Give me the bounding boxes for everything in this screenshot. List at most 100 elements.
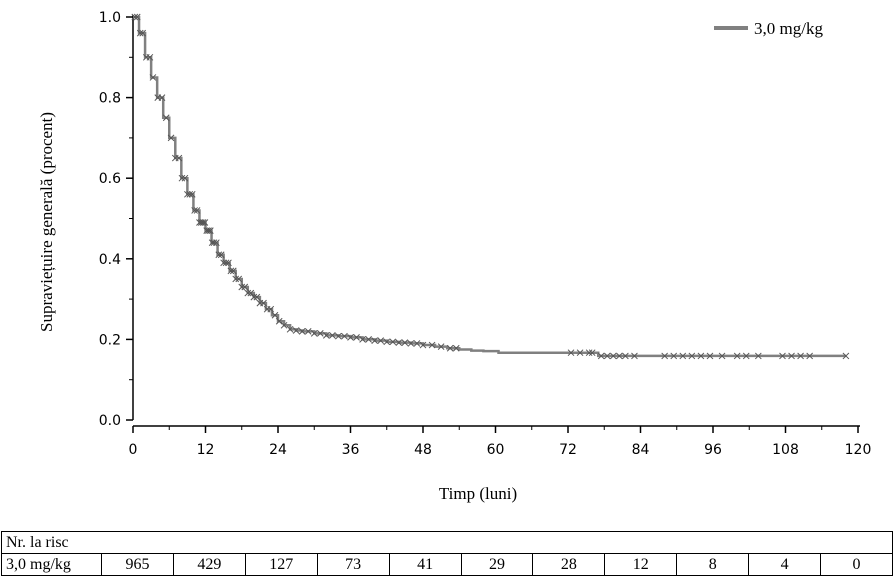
censor-mark <box>225 259 232 267</box>
censor-mark <box>250 293 258 301</box>
censor-mark <box>353 334 360 341</box>
censor-mark <box>215 251 223 259</box>
censor-mark <box>244 289 252 297</box>
censor-mark <box>178 174 186 182</box>
censor-mark <box>329 332 336 339</box>
censor-mark <box>232 275 240 283</box>
x-tick-label: 108 <box>772 442 799 458</box>
censor-mark <box>304 327 312 335</box>
x-tick-label: 36 <box>342 442 360 458</box>
censor-mark <box>210 239 218 247</box>
x-tick-label: 84 <box>632 442 650 458</box>
censor-mark <box>136 29 144 37</box>
censor-mark <box>688 352 696 360</box>
censor-mark <box>407 340 415 347</box>
risk-value: 0 <box>820 553 893 576</box>
censor-mark <box>191 207 198 214</box>
censor-mark <box>175 154 183 162</box>
x-tick-label: 12 <box>197 442 215 458</box>
x-axis-title: Timp (luni) <box>439 484 517 503</box>
risk-value: 965 <box>101 553 174 576</box>
censor-mark <box>452 344 460 352</box>
censor-mark <box>371 337 379 344</box>
risk-value: 12 <box>604 553 678 576</box>
censor-mark <box>162 114 170 122</box>
censor-mark <box>377 337 385 344</box>
risk-table: Nr. la risc 3,0 mg/kg 965 429 127 73 41 … <box>1 531 893 576</box>
censor-mark <box>359 336 366 343</box>
censor-mark <box>310 330 318 337</box>
censor-mark <box>631 352 638 360</box>
censor-mark <box>238 283 246 291</box>
y-tick-label: 0.4 <box>99 252 121 268</box>
legend: 3,0 mg/kg <box>714 19 823 38</box>
series-layer <box>131 13 850 360</box>
y-tick-label: 0.2 <box>99 332 121 348</box>
censor-mark <box>706 352 714 360</box>
censor-mark <box>131 13 139 21</box>
risk-value: 41 <box>388 553 462 576</box>
censor-mark <box>167 134 175 142</box>
censor-mark <box>286 325 294 333</box>
y-tick-label: 1.0 <box>99 10 121 26</box>
censor-mark <box>235 275 243 283</box>
y-tick-label: 0.8 <box>99 91 121 107</box>
censor-mark <box>253 293 261 301</box>
censor-mark <box>205 227 212 234</box>
censor-mark <box>298 327 306 335</box>
censor-mark <box>186 190 194 198</box>
censor-mark <box>585 349 593 357</box>
x-tick-label: 96 <box>704 442 722 458</box>
legend-label-3-0-mg-kg: 3,0 mg/kg <box>754 19 823 38</box>
censor-mark <box>588 349 596 357</box>
censor-mark <box>697 352 705 360</box>
survival-chart: 0 12 24 36 48 60 72 84 96 108 120 0.0 0.2 0.4 0.6 0.8 1.… <box>37 10 872 503</box>
censor-mark <box>742 352 750 360</box>
censor-mark <box>149 74 157 81</box>
censor-mark <box>365 336 372 343</box>
censor-mark <box>316 330 324 337</box>
censor-mark <box>383 338 391 346</box>
risk-value: 4 <box>748 553 822 576</box>
censor-mark <box>292 327 300 334</box>
censor-mark <box>229 267 237 275</box>
censor-mark <box>428 341 436 349</box>
risk-value: 28 <box>532 553 606 576</box>
censor-mark <box>188 190 196 198</box>
censor-mark <box>718 352 726 360</box>
censor-mark <box>322 332 330 339</box>
censor-mark <box>806 352 814 360</box>
censor-mark <box>199 219 207 226</box>
risk-value: 127 <box>244 553 318 576</box>
censor-mark <box>146 53 154 61</box>
censor-mark <box>419 341 427 349</box>
censor-mark <box>754 352 762 360</box>
censor-mark <box>241 283 249 291</box>
censor-mark <box>222 259 230 267</box>
censor-mark <box>267 305 275 313</box>
censor-mark <box>797 352 804 360</box>
censor-mark <box>247 289 255 297</box>
censor-mark <box>395 339 403 346</box>
censor-mark <box>733 352 741 360</box>
axes: 0 12 24 36 48 60 72 84 96 108 120 0.0 0.2 0.4 0.6 0.8 1.… <box>99 10 872 458</box>
censor-mark <box>206 227 214 234</box>
x-tick-label: 120 <box>845 442 872 458</box>
risk-table-row: 3,0 mg/kg 965 429 127 73 41 29 28 12 8 4… <box>1 553 893 576</box>
censor-mark <box>609 352 617 360</box>
censor-mark <box>260 299 267 307</box>
censor-mark <box>413 340 421 347</box>
risk-table-header-row: Nr. la risc <box>1 531 893 554</box>
x-tick-label: 60 <box>487 442 505 458</box>
censor-mark <box>275 317 283 325</box>
censor-mark <box>201 219 209 226</box>
risk-table-header: Nr. la risc <box>1 531 893 554</box>
censor-mark <box>842 352 850 360</box>
censor-mark <box>271 311 279 319</box>
risk-value: 429 <box>172 553 246 576</box>
censor-mark <box>576 349 584 357</box>
censor-mark <box>227 267 235 275</box>
risk-table-row-label: 3,0 mg/kg <box>1 553 102 576</box>
y-tick-label: 0.0 <box>99 413 121 429</box>
x-tick-label: 24 <box>269 442 287 458</box>
